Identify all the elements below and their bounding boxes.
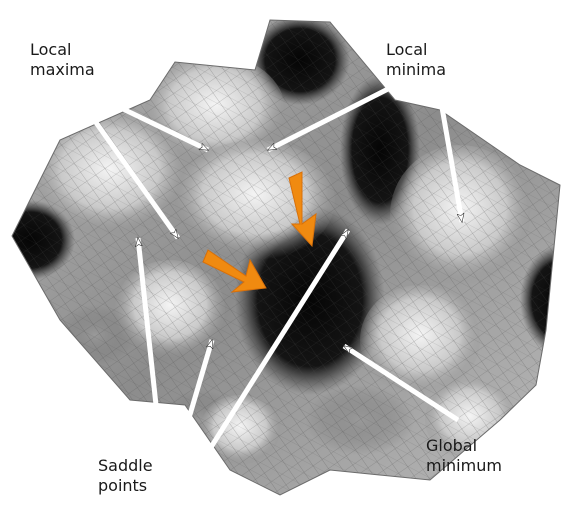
local-minima-label: Local minima (386, 40, 446, 80)
arrow-saddle-1 (138, 238, 163, 443)
arrow-saddle-2 (173, 340, 215, 463)
global-minimum-label: Global minimum (426, 436, 502, 476)
arrow-local-minima-2 (437, 95, 465, 222)
global-minimum-label-line-1: Global (426, 436, 478, 455)
global-minimum-label-line-2: minimum (426, 456, 502, 475)
local-maxima-label-line-2: maxima (30, 60, 95, 79)
local-minima-label-line-2: minima (386, 60, 447, 79)
arrow-local-maxima-1 (86, 89, 208, 153)
arrow-local-maxima-2 (77, 98, 181, 240)
saddle-points-label: Saddle points (98, 456, 153, 496)
arrow-saddle-3 (181, 228, 351, 492)
arrow-global-minimum (342, 343, 460, 423)
local-minima-label-line-1: Local (386, 40, 428, 59)
orange-arrow-down (288, 171, 317, 248)
orange-arrow-right (202, 249, 267, 293)
saddle-points-label-line-2: points (98, 476, 148, 495)
pointer-arrows (77, 85, 465, 492)
local-maxima-label: Local maxima (30, 40, 95, 80)
local-maxima-label-line-1: Local (30, 40, 72, 59)
saddle-points-label-line-1: Saddle (98, 456, 153, 475)
highlight-arrows (202, 171, 317, 293)
arrow-local-minima-1 (268, 85, 392, 153)
